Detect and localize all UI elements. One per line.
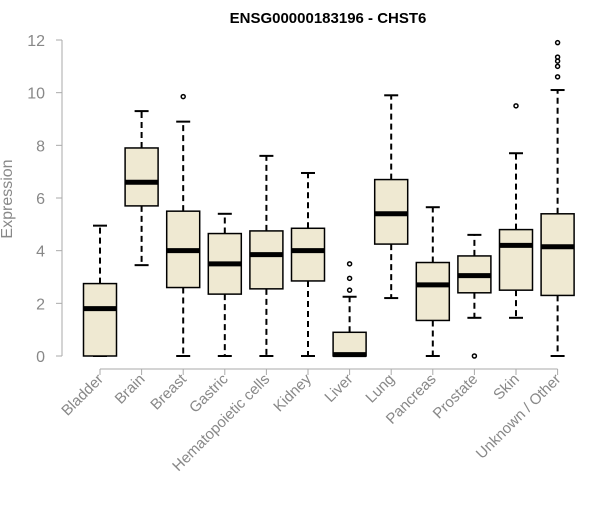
box-5 [290,171,326,357]
outlier-point [554,74,561,80]
y-tick-label: 12 [27,33,45,50]
x-tick-label: Bladder [58,371,107,420]
box-10 [498,103,534,319]
box-iqr [415,261,451,322]
box-2 [165,93,201,357]
outlier-point [180,93,186,100]
box-4 [249,154,284,357]
box-7 [373,94,409,300]
y-tick-label: 6 [36,191,45,208]
y-axis-title: Expression [0,159,16,238]
box-8 [415,206,451,357]
outlier-point [554,39,561,46]
x-tick-label: Breast [147,370,190,413]
x-tick-label: Lung [362,371,398,407]
box-iqr [249,230,284,290]
outlier-point [346,275,353,282]
box-11 [540,39,575,357]
x-tick-label: Skin [490,371,523,404]
outlier-point [346,261,353,267]
box-iqr [124,147,159,207]
chart-title: ENSG00000183196 - CHST6 [230,10,427,27]
outlier-point [554,63,561,70]
box-iqr [540,213,575,297]
x-tick-label: Kidney [270,370,315,415]
y-tick-label: 0 [36,349,45,366]
box-iqr [82,282,118,357]
box-3 [207,212,243,357]
box-1 [124,110,159,267]
y-tick-label: 2 [36,296,45,313]
y-axis: 0 2 4 6 8 10 12 [27,33,63,366]
x-tick-label: Brain [112,371,149,408]
box-0 [82,224,118,357]
y-tick-label: 4 [36,244,45,261]
y-tick-label: 10 [27,86,45,103]
outlier-point [471,353,478,359]
x-tick-label: Liver [321,371,356,406]
outlier-point [346,287,353,293]
y-tick-label: 8 [36,138,45,155]
x-tick-label: Prostate [430,371,482,423]
outlier-point [554,54,561,60]
box-iqr [290,227,326,282]
box-9 [457,233,492,359]
box-iqr [498,228,534,291]
boxes-group [82,39,575,359]
outlier-point [513,103,519,109]
box-6 [332,261,367,358]
